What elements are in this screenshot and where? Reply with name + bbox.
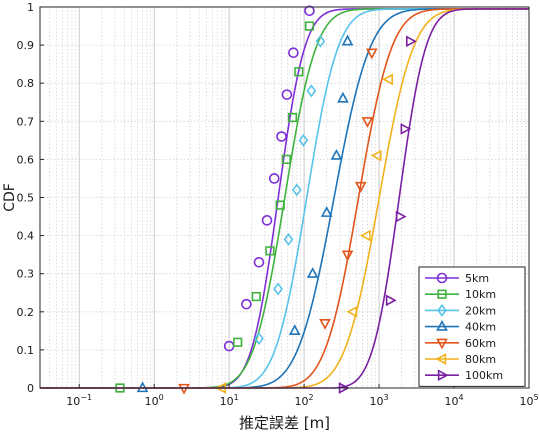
x-tick-label: 104 <box>444 393 463 408</box>
x-tick-label: 10−1 <box>66 393 92 408</box>
legend-item-20km: 20km <box>425 303 496 317</box>
data-point-10km <box>233 337 243 347</box>
legend-label: 10km <box>465 288 496 301</box>
data-point-40km <box>288 324 301 336</box>
x-tick-label: 102 <box>295 393 314 408</box>
y-tick-label: 1 <box>27 1 34 14</box>
legend-label: 100km <box>465 369 503 382</box>
data-point-5km <box>241 298 252 310</box>
legend-item-10km: 10km <box>425 288 496 301</box>
legend-label: 20km <box>465 304 496 317</box>
y-axis-label: CDF <box>2 183 18 212</box>
series-line-100km <box>40 8 529 389</box>
legend-item-60km: 60km <box>425 337 496 350</box>
data-point-60km <box>354 181 367 193</box>
data-point-10km <box>275 200 285 210</box>
x-axis-label: 推定誤差 [m] <box>239 414 330 432</box>
data-point-20km <box>298 133 309 147</box>
data-point-10km <box>251 291 261 302</box>
x-tick-label: 105 <box>519 393 538 408</box>
data-point-100km <box>395 210 407 223</box>
legend-label: 40km <box>465 321 496 334</box>
data-point-5km <box>281 89 293 100</box>
tick-labels: 0 0.1 0.2 0.3 0.4 0.5 0.6 0.7 0.8 0.9 1 10−1 100 101 1… <box>17 1 539 408</box>
y-tick-label: 0.7 <box>17 115 35 128</box>
data-point-10km <box>304 21 315 31</box>
y-tick-label: 0.1 <box>17 344 35 357</box>
y-tick-label: 0.2 <box>17 306 35 319</box>
y-tick-label: 0.3 <box>17 268 35 281</box>
data-point-60km <box>361 117 374 128</box>
data-point-5km <box>268 173 280 184</box>
data-point-10km <box>281 154 291 165</box>
data-point-40km <box>306 267 319 278</box>
data-point-10km <box>294 67 304 77</box>
legend-marker <box>437 369 449 382</box>
y-tick-label: 0.6 <box>17 153 35 166</box>
y-tick-label: 0.9 <box>17 39 35 52</box>
data-point-20km <box>273 282 283 296</box>
data-point-80km <box>370 149 382 162</box>
data-point-20km <box>292 183 302 197</box>
legend-marker <box>436 272 448 284</box>
legend-item-100km: 100km <box>425 369 503 382</box>
legend-item-80km: 80km <box>425 353 496 366</box>
data-point-20km <box>306 84 317 98</box>
y-tick-label: 0.8 <box>17 77 35 90</box>
data-point-100km <box>385 294 397 307</box>
legend-label: 60km <box>465 337 496 350</box>
x-tick-label: 100 <box>145 393 164 408</box>
data-point-80km <box>359 229 371 242</box>
legend-label: 80km <box>465 353 496 366</box>
data-point-40km <box>330 148 343 160</box>
x-tick-label: 101 <box>220 393 239 408</box>
data-point-10km <box>287 112 298 123</box>
data-point-20km <box>254 331 264 345</box>
legend-marker <box>437 289 447 299</box>
data-point-100km <box>406 35 417 48</box>
data-point-40km <box>337 91 349 103</box>
x-tick-label: 103 <box>370 393 389 408</box>
legend-marker <box>437 303 447 317</box>
data-point-40km <box>341 34 354 46</box>
data-point-60km <box>341 250 354 262</box>
data-point-5km <box>276 131 287 142</box>
series-100km <box>40 8 529 394</box>
data-point-5km <box>261 215 273 226</box>
data-point-20km <box>315 34 326 48</box>
data-point-80km <box>346 305 358 318</box>
data-point-60km <box>365 48 378 60</box>
data-point-80km <box>382 73 394 86</box>
legend-marker <box>436 338 448 350</box>
data-point-100km <box>400 123 412 135</box>
y-tick-label: 0.5 <box>17 192 35 205</box>
data-point-5km <box>253 256 265 268</box>
legend: 5km 10km 20km 40km 60km 80km 100km <box>418 266 526 387</box>
data-point-10km <box>265 246 275 256</box>
legend-item-5km: 5km <box>425 272 489 285</box>
legend-marker <box>435 353 447 365</box>
legend-label: 5km <box>465 272 489 285</box>
data-point-20km <box>283 232 294 246</box>
legend-marker <box>436 319 448 331</box>
data-point-5km <box>304 5 315 17</box>
legend-item-40km: 40km <box>425 319 496 334</box>
data-point-60km <box>319 319 331 330</box>
y-tick-label: 0 <box>27 382 34 395</box>
data-point-40km <box>320 206 333 217</box>
y-tick-label: 0.4 <box>17 230 35 243</box>
data-point-5km <box>288 47 299 59</box>
